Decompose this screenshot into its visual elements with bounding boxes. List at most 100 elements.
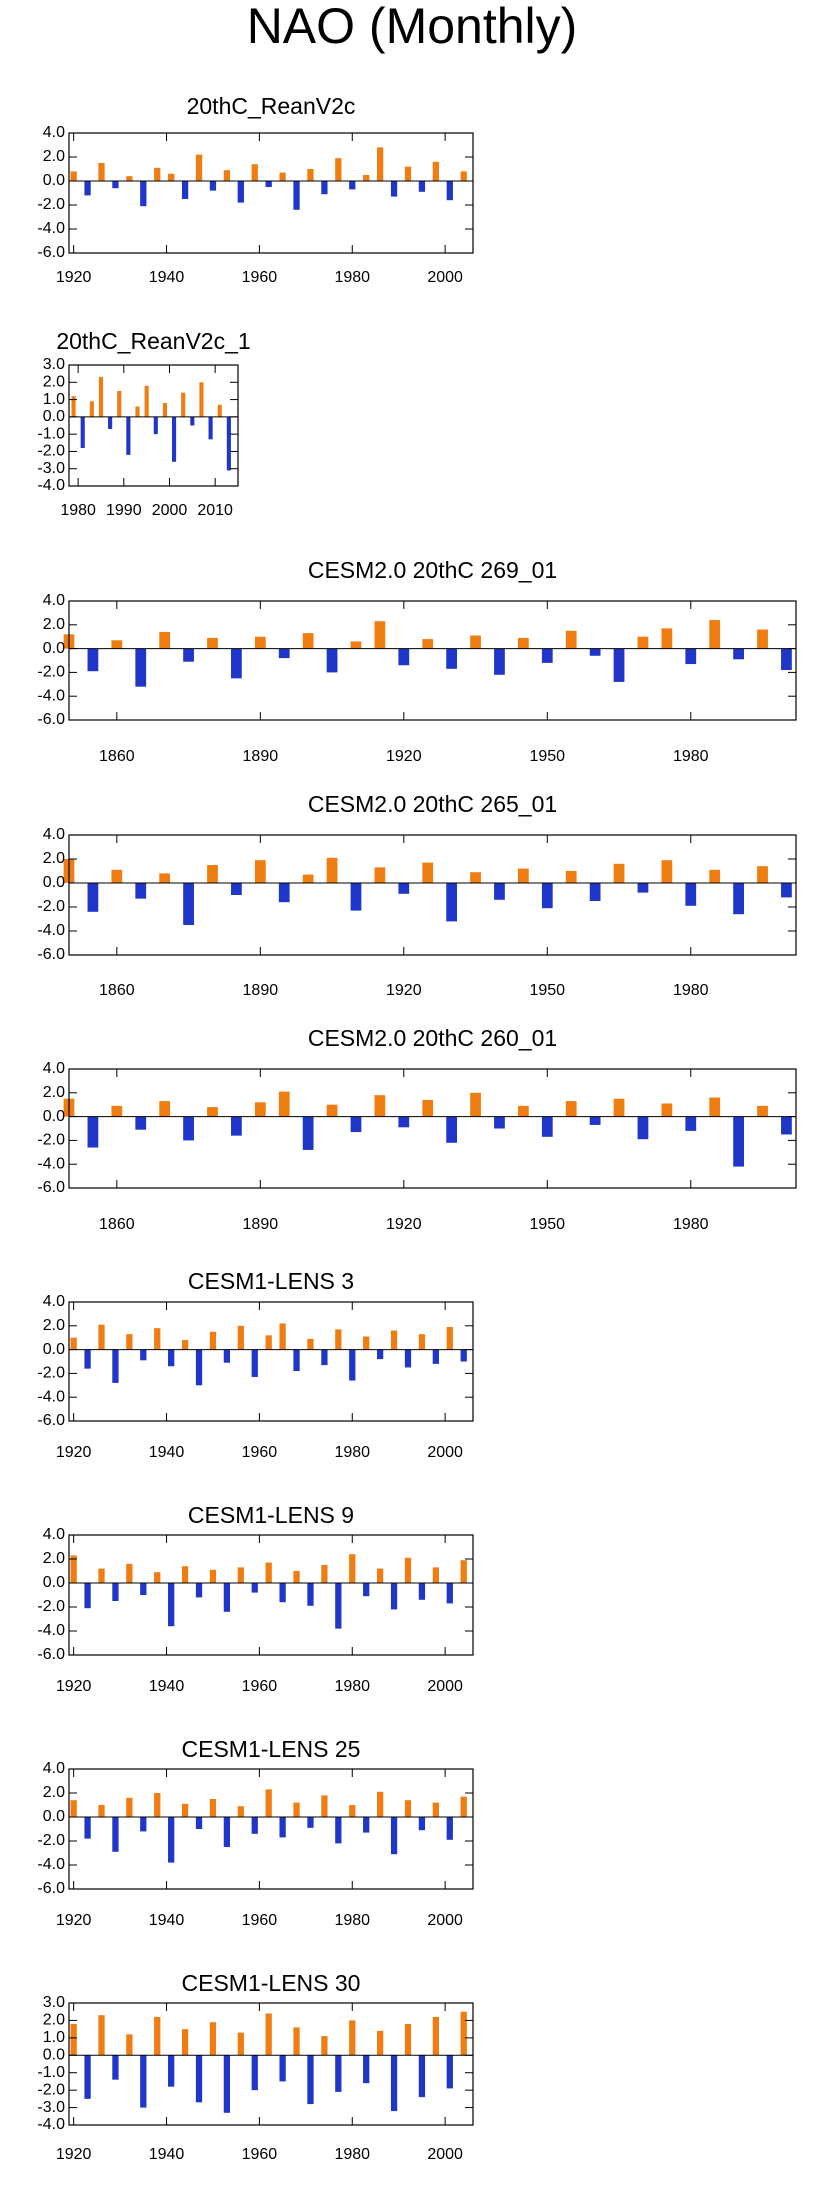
bar <box>432 2016 439 2056</box>
plot-frame <box>68 2002 474 2126</box>
bar <box>376 147 384 181</box>
bar <box>293 2027 300 2056</box>
x-tick-label: 1950 <box>529 1216 565 1233</box>
bar <box>217 404 222 417</box>
bar <box>363 1817 370 1833</box>
bar <box>757 1105 768 1117</box>
y-tick-label: -4.0 <box>37 1388 65 1405</box>
x-tick-label: 1940 <box>149 269 185 286</box>
y-tick-label: 0.0 <box>43 1108 65 1125</box>
bar <box>404 1557 412 1583</box>
bar <box>126 1797 133 1817</box>
bar <box>98 1805 105 1817</box>
x-tick-label: 1950 <box>529 982 565 999</box>
x-tick-label: 2010 <box>197 502 233 519</box>
bar <box>685 883 697 906</box>
bar <box>390 1817 398 1855</box>
bar <box>279 1323 286 1350</box>
bar <box>418 1583 426 1600</box>
bar <box>349 181 356 190</box>
bar <box>195 1349 203 1386</box>
bar <box>709 869 721 883</box>
bar <box>112 1583 119 1601</box>
bar <box>70 1555 77 1583</box>
bar <box>363 2055 370 2084</box>
y-tick-label: 2.0 <box>43 616 65 633</box>
bar <box>154 167 161 181</box>
bar <box>470 872 481 883</box>
x-tick-label: 2000 <box>427 269 463 286</box>
bar <box>326 648 338 673</box>
y-tick-label: -4.0 <box>37 1856 65 1873</box>
bar <box>84 1583 91 1609</box>
bar <box>418 1334 426 1350</box>
bar <box>350 1116 362 1133</box>
bar <box>168 173 175 181</box>
bar <box>265 1335 272 1350</box>
bar <box>374 621 386 649</box>
bar <box>307 1817 314 1828</box>
bar <box>335 1329 342 1350</box>
x-tick-label: 1860 <box>99 1216 135 1233</box>
bar <box>613 648 625 682</box>
bar <box>307 1583 314 1606</box>
bar <box>87 648 99 672</box>
bar <box>376 1349 384 1360</box>
plot-frame <box>68 600 797 721</box>
bar <box>613 1098 625 1117</box>
bar <box>154 2016 161 2056</box>
bar <box>84 181 91 196</box>
bar <box>293 181 300 210</box>
bar <box>460 1560 467 1583</box>
y-tick-label: 2.0 <box>43 374 65 391</box>
bar <box>208 416 213 440</box>
y-tick-label: 3.0 <box>43 1994 65 2011</box>
bar <box>398 883 410 894</box>
x-tick-label: 1980 <box>673 748 709 765</box>
bar <box>223 1817 231 1847</box>
bar <box>98 1568 105 1583</box>
y-tick-label: 1.0 <box>43 391 65 408</box>
bar <box>418 1817 426 1831</box>
bar <box>207 865 218 883</box>
bar <box>418 2055 426 2098</box>
bar <box>237 2032 244 2056</box>
x-tick-label: 1920 <box>386 982 422 999</box>
bar <box>321 2036 328 2056</box>
bar <box>223 2055 231 2113</box>
bar <box>89 401 94 417</box>
bar <box>460 1796 467 1817</box>
y-tick-label: -3.0 <box>37 460 65 477</box>
bar <box>265 181 272 187</box>
bar <box>446 181 453 201</box>
bar <box>446 2055 453 2089</box>
bar <box>231 883 242 895</box>
plot-frame <box>68 1301 474 1422</box>
y-tick-label: 4.0 <box>43 124 65 141</box>
x-tick-label: 1960 <box>242 1444 278 1461</box>
x-tick-label: 1940 <box>149 1912 185 1929</box>
bar <box>98 1324 105 1350</box>
bar <box>374 867 386 883</box>
bar <box>709 1097 721 1117</box>
bar <box>446 1583 453 1604</box>
y-tick-label: -2.0 <box>37 443 65 460</box>
bar <box>251 1583 258 1593</box>
y-tick-label: -4.0 <box>37 1622 65 1639</box>
bar <box>168 1349 175 1367</box>
x-tick-label: 2000 <box>427 1678 463 1695</box>
bar <box>446 648 458 669</box>
x-tick-label: 1920 <box>56 269 92 286</box>
bar <box>589 648 601 656</box>
bar <box>460 171 467 181</box>
bar <box>307 169 314 181</box>
bar <box>126 2034 133 2056</box>
bar <box>195 1817 203 1829</box>
bar <box>181 392 186 417</box>
bar <box>87 883 99 912</box>
bar <box>135 883 147 899</box>
bar <box>112 2055 119 2080</box>
bar <box>418 181 426 192</box>
x-tick-label: 1920 <box>56 2146 92 2163</box>
x-tick-label: 2000 <box>427 1444 463 1461</box>
